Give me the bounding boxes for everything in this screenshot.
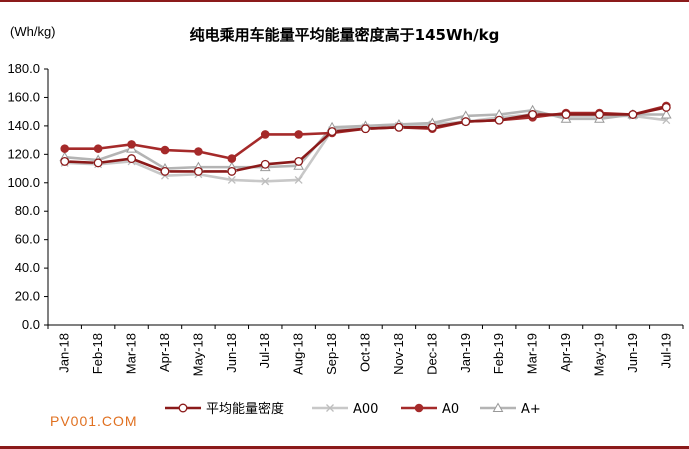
x-tick-label: Jun-18 [224,333,239,373]
watermark: PV001.COM [50,413,138,429]
x-tick-label: Oct-18 [358,333,373,372]
series-0-marker [193,166,203,176]
series-0-marker [561,110,571,119]
legend-label-1: A00 [353,402,378,417]
x-tick-label: Nov-18 [391,333,406,375]
y-tick-label: 80.0 [15,203,40,218]
x-tick-label: Aug-18 [291,333,306,375]
legend-label-0: 平均能量密度 [206,401,284,417]
y-tick-label: 140.0 [7,118,40,133]
series-0-marker [294,156,304,166]
series-1-marker [326,404,334,412]
series-0-marker [227,166,237,176]
series-1-marker [227,175,236,184]
series-2-marker [194,147,203,156]
x-tick-label: Feb-18 [90,333,105,374]
series-0-marker [60,156,70,166]
x-tick-label: Apr-19 [558,333,573,372]
x-tick-label: Jan-18 [57,333,72,373]
series-0-marker [461,117,471,127]
legend-label-2: A0 [442,402,459,417]
series-0-marker [327,127,337,137]
series-0-marker [394,122,404,132]
y-tick-label: 0.0 [22,317,40,332]
series-2-marker [260,130,270,139]
y-tick-label: 160.0 [7,89,40,104]
series-2-marker [127,140,136,149]
series-0-marker [160,166,170,176]
x-tick-label: Apr-18 [157,333,172,372]
x-tick-label: Jun-19 [625,333,640,373]
x-tick-label: May-19 [591,333,606,376]
series-0-marker [93,158,103,168]
y-tick-label: 100.0 [7,175,40,190]
series-2-marker [227,154,237,163]
series-2-marker [60,144,70,153]
y-tick-label: 180.0 [7,61,40,76]
y-axis-unit-label: (Wh/kg) [10,24,56,39]
series-0-marker [127,154,137,164]
series-0-marker [260,159,270,169]
y-tick-label: 40.0 [15,260,40,275]
series-0-marker [628,110,638,119]
series-2-marker [414,403,424,413]
series-3-marker [660,108,672,119]
series-3-line [64,108,667,170]
bottom-border [0,446,689,449]
series-0-marker [178,403,188,413]
y-tick-label: 120.0 [7,146,40,161]
series-1-marker [294,175,303,184]
x-tick-label: Mar-19 [525,333,540,374]
x-tick-label: Jan-19 [458,333,473,373]
series-1-marker [261,177,270,186]
x-tick-label: May-18 [190,333,205,376]
y-tick-label: 20.0 [15,289,40,304]
series-0-marker [494,115,504,125]
x-tick-label: Mar-18 [124,333,139,374]
x-tick-label: Sep-18 [324,333,339,375]
series-3-marker [492,402,504,412]
legend-label-3: A+ [521,402,541,417]
x-tick-label: Jul-18 [257,333,272,368]
chart-title: 纯电乘用车能量平均能量密度高于145Wh/kg [189,26,500,44]
x-tick-label: Jul-19 [658,333,673,368]
series-0-marker [361,124,370,134]
series-2-marker [294,130,303,139]
series-2-marker [160,145,170,155]
series-0-marker [661,102,671,112]
y-tick-label: 60.0 [15,232,40,247]
x-tick-label: Feb-19 [491,333,506,374]
series-0-marker [594,110,604,119]
series-0-marker [528,110,538,119]
series-0-marker [427,122,437,132]
series-2-marker [93,144,103,153]
x-tick-label: Dec-18 [424,333,439,375]
top-border [0,0,689,2]
